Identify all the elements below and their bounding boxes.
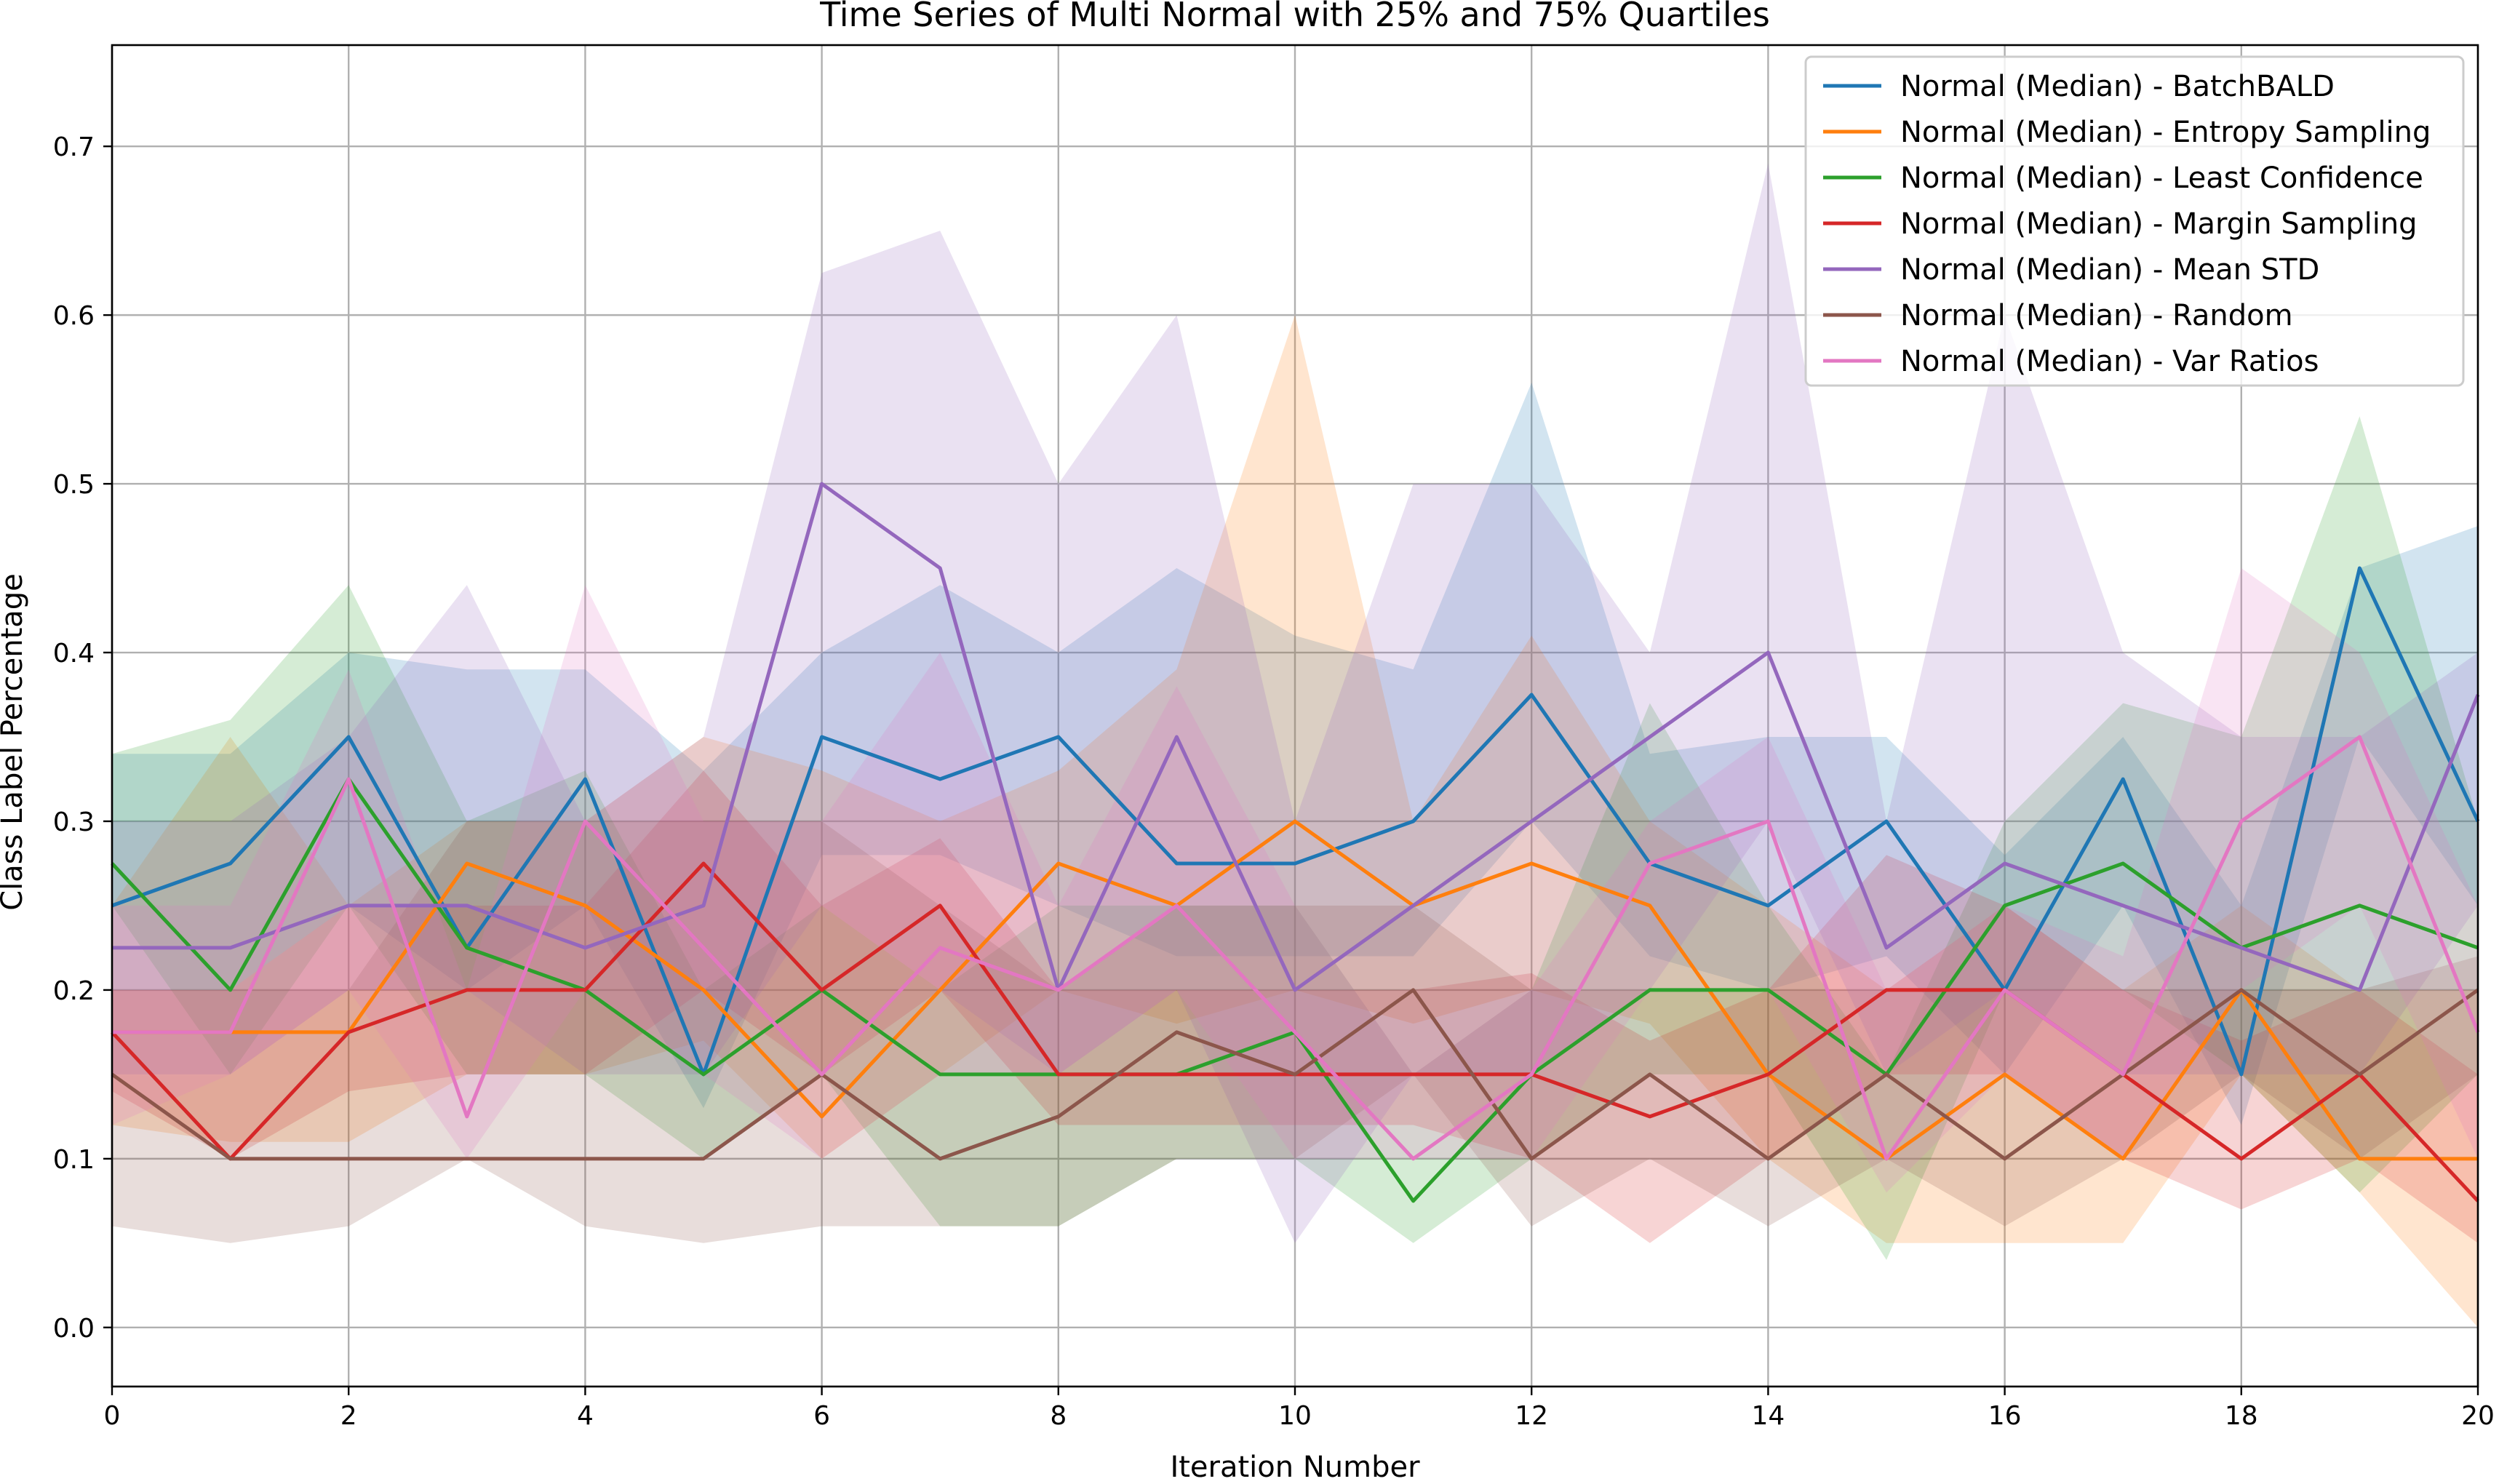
x-tick-label: 8: [1050, 1401, 1067, 1431]
legend-label-series-2: Normal (Median) - Least Confidence: [1900, 161, 2423, 195]
x-tick-label: 0: [104, 1401, 121, 1431]
legend-label-series-1: Normal (Median) - Entropy Sampling: [1900, 116, 2431, 149]
x-tick-label: 10: [1278, 1401, 1312, 1431]
x-tick-label: 4: [577, 1401, 594, 1431]
legend-label-series-6: Normal (Median) - Var Ratios: [1900, 345, 2319, 378]
y-tick-label: 0.1: [53, 1145, 95, 1175]
x-axis-label: Iteration Number: [1170, 1451, 1420, 1484]
y-tick-label: 0.3: [53, 807, 95, 837]
chart-title: Time Series of Multi Normal with 25% and…: [819, 0, 1770, 34]
legend-label-series-0: Normal (Median) - BatchBALD: [1900, 70, 2335, 103]
y-tick-label: 0.4: [53, 639, 95, 669]
y-axis-label: Class Label Percentage: [0, 573, 29, 911]
y-tick-label: 0.5: [53, 470, 95, 500]
legend-label-series-5: Normal (Median) - Random: [1900, 299, 2293, 332]
y-tick-label: 0.7: [53, 132, 95, 162]
y-tick-label: 0.0: [53, 1314, 95, 1344]
x-tick-label: 2: [340, 1401, 357, 1431]
x-tick-label: 12: [1515, 1401, 1548, 1431]
legend-label-series-3: Normal (Median) - Margin Sampling: [1900, 207, 2418, 241]
y-tick-label: 0.2: [53, 976, 95, 1006]
x-tick-label: 6: [813, 1401, 830, 1431]
legend-label-series-4: Normal (Median) - Mean STD: [1900, 253, 2319, 287]
x-tick-label: 14: [1751, 1401, 1785, 1431]
x-tick-label: 16: [1988, 1401, 2022, 1431]
legend: Normal (Median) - BatchBALD Normal (Media…: [1806, 57, 2463, 386]
x-tick-label: 20: [2461, 1401, 2495, 1431]
y-tick-label: 0.6: [53, 301, 95, 331]
x-tick-label: 18: [2225, 1401, 2258, 1431]
